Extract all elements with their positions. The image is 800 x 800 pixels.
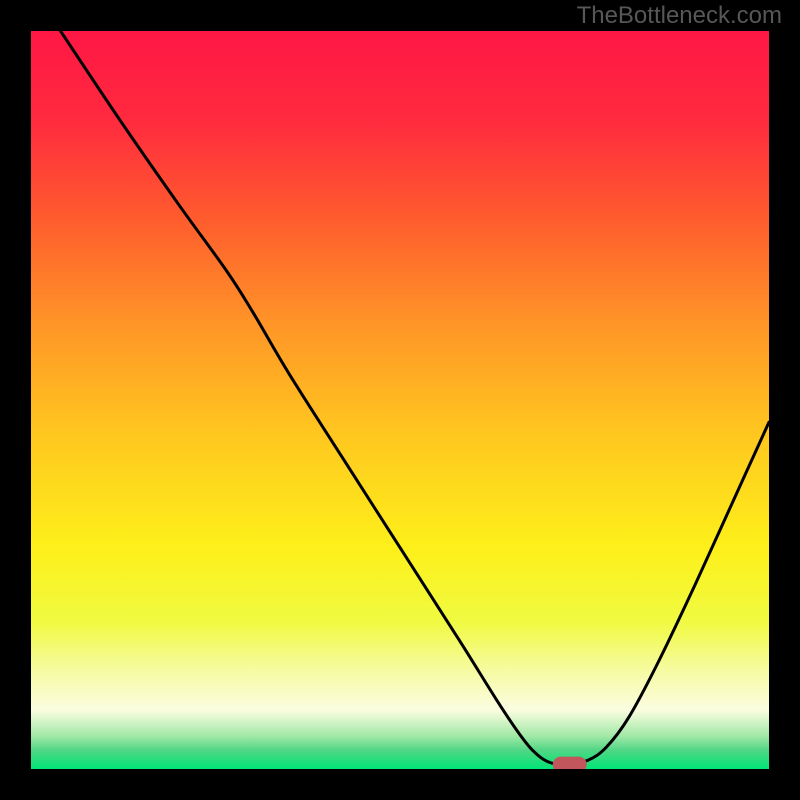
optimal-marker <box>553 757 587 769</box>
bottleneck-chart <box>31 31 769 769</box>
watermark-text: TheBottleneck.com <box>577 2 782 30</box>
chart-background <box>31 31 769 769</box>
chart-frame: TheBottleneck.com <box>0 0 800 800</box>
